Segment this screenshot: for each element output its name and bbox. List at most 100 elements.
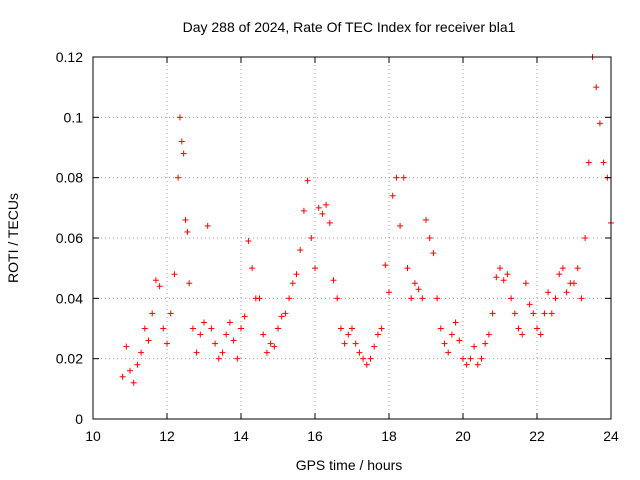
data-point (556, 271, 563, 278)
data-point (500, 277, 507, 284)
data-point (578, 295, 585, 302)
data-point (249, 265, 256, 272)
data-point (297, 247, 304, 254)
data-point (219, 349, 226, 356)
x-tick-label: 10 (85, 428, 101, 444)
data-point (460, 355, 466, 362)
data-point (596, 120, 603, 127)
y-tick-label: 0.04 (56, 290, 83, 306)
x-tick-label: 12 (159, 428, 175, 444)
data-point (493, 274, 500, 281)
data-point (367, 355, 374, 362)
data-point (315, 204, 322, 211)
data-point (386, 289, 392, 296)
data-point (456, 337, 463, 344)
data-point (319, 210, 326, 217)
data-point (559, 265, 566, 272)
x-tick-label: 22 (529, 428, 545, 444)
data-point (275, 325, 281, 332)
data-point (312, 265, 318, 272)
data-point (571, 280, 577, 287)
data-point (445, 349, 452, 356)
data-point (127, 367, 133, 374)
data-point (522, 280, 529, 287)
data-point (326, 219, 333, 226)
data-point (541, 310, 548, 317)
data-point (238, 325, 244, 332)
data-point (448, 331, 455, 338)
data-point (419, 295, 426, 302)
data-point (511, 310, 518, 317)
y-tick-label: 0.1 (64, 109, 84, 125)
data-point (563, 289, 570, 296)
data-point (552, 295, 559, 302)
data-point (141, 325, 148, 332)
data-point (504, 271, 511, 278)
data-point (334, 295, 341, 302)
data-points (119, 54, 614, 386)
data-point (467, 355, 474, 362)
data-point (189, 325, 196, 332)
data-point (545, 289, 552, 296)
data-point (197, 331, 204, 338)
data-point (245, 238, 252, 245)
data-point (548, 310, 555, 317)
data-point (478, 355, 485, 362)
data-point (289, 280, 296, 287)
data-point (452, 319, 459, 326)
data-point (341, 340, 348, 347)
data-point (519, 331, 526, 338)
data-point (593, 84, 600, 91)
data-point (182, 216, 189, 223)
y-tick-labels: 0 0.02 0.04 0.06 0.08 0.1 0.12 (56, 49, 83, 427)
data-point (263, 349, 270, 356)
data-point (437, 325, 444, 332)
data-point (371, 343, 378, 350)
data-point (508, 295, 515, 302)
data-point (337, 325, 344, 332)
data-point (600, 159, 607, 166)
x-tick-label: 18 (381, 428, 397, 444)
data-point (226, 319, 233, 326)
data-point (176, 114, 183, 121)
data-point (356, 349, 363, 356)
data-point (186, 280, 193, 287)
data-point (193, 349, 200, 356)
data-point (400, 174, 407, 181)
data-point (441, 340, 448, 347)
x-tick-label: 24 (603, 428, 619, 444)
data-point (434, 295, 441, 302)
data-point (293, 271, 300, 278)
data-point (363, 361, 370, 368)
data-point (223, 331, 230, 338)
data-point (489, 310, 496, 317)
x-tick-label: 14 (233, 428, 249, 444)
data-point (212, 340, 219, 347)
data-point (300, 207, 307, 214)
data-point (389, 192, 396, 199)
data-point (497, 265, 503, 272)
data-point (485, 331, 492, 338)
data-point (167, 310, 174, 317)
data-point (145, 337, 152, 344)
data-point (184, 228, 191, 235)
data-point (304, 177, 311, 184)
data-point (256, 295, 263, 302)
y-tick-label: 0.02 (56, 351, 83, 367)
data-point (282, 310, 289, 317)
data-point (482, 340, 489, 347)
grid-lines (93, 57, 611, 419)
data-point (164, 340, 170, 347)
data-point (330, 277, 337, 284)
data-point (134, 361, 141, 368)
data-point (267, 340, 274, 347)
data-point (585, 159, 592, 166)
data-point (463, 361, 470, 368)
data-point (360, 355, 367, 362)
data-point (180, 150, 187, 157)
data-point (423, 216, 429, 223)
data-point (241, 313, 248, 320)
data-point (474, 361, 481, 368)
data-point (286, 295, 293, 302)
